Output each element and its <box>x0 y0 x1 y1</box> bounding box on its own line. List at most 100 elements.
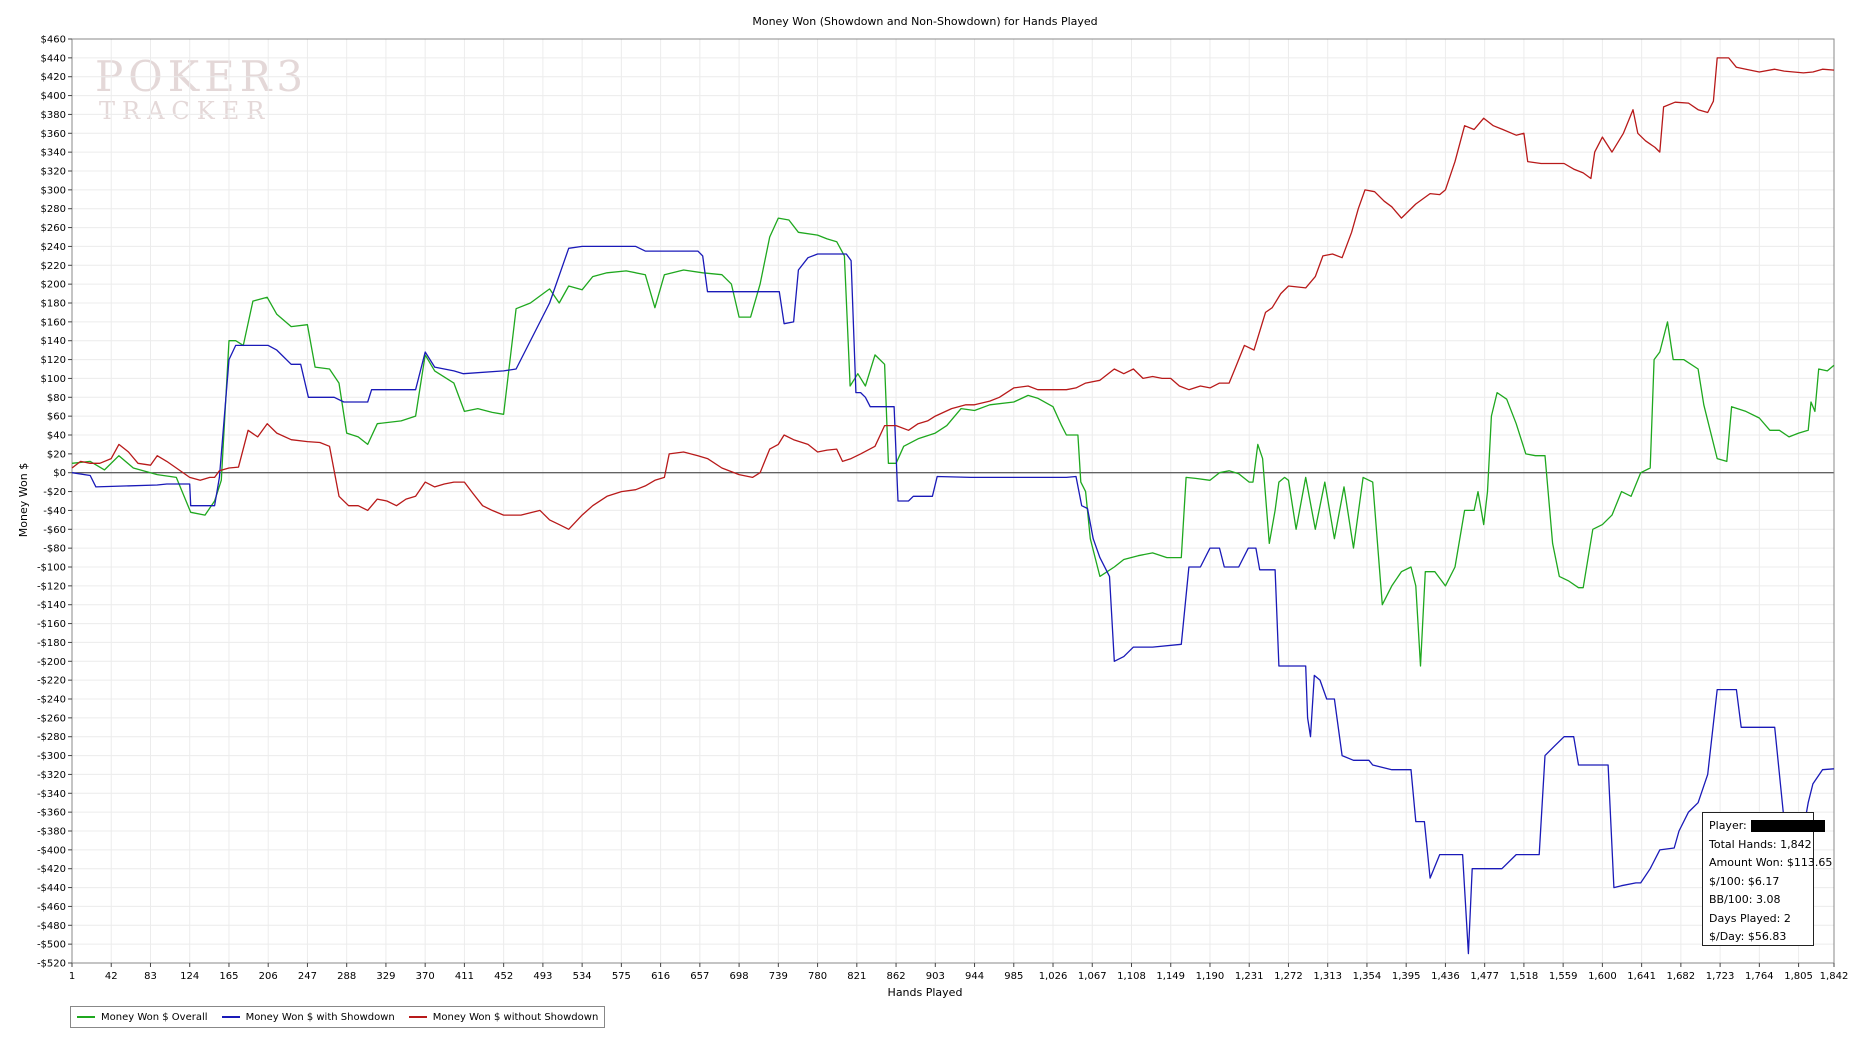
y-tick-label: -$180 <box>37 638 66 649</box>
x-tick-label: 288 <box>337 971 356 982</box>
amount-won: Amount Won: $113.65 <box>1709 856 1833 869</box>
y-tick-label: $120 <box>41 355 66 366</box>
x-tick-label: 1,395 <box>1392 971 1421 982</box>
y-tick-label: $420 <box>41 72 66 83</box>
y-tick-label: -$260 <box>37 713 66 724</box>
y-tick-label: $300 <box>41 185 66 196</box>
y-tick-label: $140 <box>41 336 66 347</box>
x-tick-label: 821 <box>847 971 866 982</box>
x-axis-label: Hands Played <box>888 986 963 999</box>
x-tick-label: 1,805 <box>1784 971 1813 982</box>
total-hands: Total Hands: 1,842 <box>1709 837 1812 851</box>
y-axis-ticks: $460 $440 $420 $400 $380 $360 $340 $320 $300 $280… <box>37 35 72 970</box>
days-played: Days Played: 2 <box>1709 911 1791 925</box>
x-tick-label: 1,190 <box>1196 971 1225 982</box>
y-tick-label: -$440 <box>37 883 66 894</box>
bb-per-100: BB/100: 3.08 <box>1709 893 1781 906</box>
y-tick-label: -$480 <box>37 921 66 932</box>
dollars-per-day: $/Day: $56.83 <box>1709 930 1787 943</box>
player-stats-box: Player: Total Hands: 1,842 Amount Won: $… <box>1702 812 1833 946</box>
x-tick-label: 616 <box>651 971 670 982</box>
x-tick-label: 657 <box>690 971 709 982</box>
x-tick-label: 124 <box>180 971 199 982</box>
y-tick-label: $0 <box>53 468 66 479</box>
series-line-overall <box>71 217 1835 667</box>
y-tick-label: $380 <box>41 110 66 121</box>
y-tick-label: -$340 <box>37 789 66 800</box>
x-tick-label: 1,272 <box>1274 971 1303 982</box>
y-tick-label: -$320 <box>37 770 66 781</box>
x-tick-label: 1,231 <box>1235 971 1264 982</box>
y-axis-label: Money Won $ <box>17 463 30 537</box>
x-tick-label: 493 <box>533 971 552 982</box>
y-tick-label: -$380 <box>37 827 66 838</box>
legend-item-non-showdown: Money Won $ without Showdown <box>408 1011 599 1023</box>
x-tick-label: 370 <box>416 971 435 982</box>
y-tick-label: $460 <box>41 35 66 46</box>
y-tick-label: -$60 <box>43 525 66 536</box>
x-tick-label: 780 <box>808 971 827 982</box>
y-tick-label: $280 <box>41 204 66 215</box>
y-tick-label: -$520 <box>37 959 66 970</box>
y-tick-label: -$460 <box>37 902 66 913</box>
y-tick-label: -$280 <box>37 732 66 743</box>
series-layer <box>71 57 1835 955</box>
series-line-showdown <box>71 245 1835 955</box>
x-tick-label: 1,723 <box>1706 971 1735 982</box>
y-tick-label: -$20 <box>43 487 66 498</box>
y-tick-label: -$140 <box>37 600 66 611</box>
y-tick-label: $60 <box>47 412 66 423</box>
y-tick-label: -$240 <box>37 695 66 706</box>
x-tick-label: 1,641 <box>1627 971 1656 982</box>
y-tick-label: -$420 <box>37 864 66 875</box>
y-tick-label: $260 <box>41 223 66 234</box>
x-tick-label: 698 <box>730 971 749 982</box>
x-tick-label: 1 <box>69 971 75 982</box>
y-tick-label: -$200 <box>37 657 66 668</box>
x-tick-label: 985 <box>1004 971 1023 982</box>
grid-lines <box>71 38 1835 964</box>
x-tick-label: 452 <box>494 971 513 982</box>
y-tick-label: $240 <box>41 242 66 253</box>
x-tick-label: 534 <box>573 971 592 982</box>
x-tick-label: 1,600 <box>1588 971 1617 982</box>
x-tick-label: 739 <box>769 971 788 982</box>
y-tick-label: -$220 <box>37 676 66 687</box>
x-tick-label: 1,313 <box>1313 971 1342 982</box>
x-axis-ticks: 1 42 83 124 165 206 247 288 329 370 411 452 493 534 57… <box>69 963 1849 982</box>
x-tick-label: 862 <box>887 971 906 982</box>
redacted-player-name <box>1750 820 1825 832</box>
x-tick-label: 1,559 <box>1549 971 1578 982</box>
x-tick-label: 575 <box>612 971 631 982</box>
chart-title: Money Won (Showdown and Non-Showdown) fo… <box>752 15 1097 28</box>
y-tick-label: $200 <box>41 280 66 291</box>
y-tick-label: $440 <box>41 53 66 64</box>
x-tick-label: 83 <box>144 971 157 982</box>
y-tick-label: $40 <box>47 431 66 442</box>
x-tick-label: 1,842 <box>1820 971 1849 982</box>
x-tick-label: 206 <box>259 971 278 982</box>
y-tick-label: $220 <box>41 261 66 272</box>
y-tick-label: $360 <box>41 129 66 140</box>
x-tick-label: 903 <box>926 971 945 982</box>
x-tick-label: 1,518 <box>1510 971 1539 982</box>
y-tick-label: -$160 <box>37 619 66 630</box>
player-label: Player: <box>1709 819 1747 832</box>
y-tick-label: $340 <box>41 148 66 159</box>
legend-item-showdown: Money Won $ with Showdown <box>221 1012 395 1023</box>
legend-swatch-showdown <box>221 1016 240 1018</box>
x-tick-label: 1,026 <box>1039 971 1068 982</box>
y-tick-label: $320 <box>41 167 66 178</box>
x-tick-label: 944 <box>965 971 984 982</box>
y-tick-label: -$100 <box>37 563 66 574</box>
legend-label-non-showdown: Money Won $ without Showdown <box>432 1011 599 1023</box>
x-tick-label: 247 <box>298 971 317 982</box>
x-tick-label: 329 <box>376 971 395 982</box>
y-tick-label: -$40 <box>43 506 66 517</box>
y-tick-label: -$400 <box>37 845 66 856</box>
y-tick-label: -$360 <box>37 808 66 819</box>
legend-swatch-non-showdown <box>408 1016 427 1018</box>
series-line-non-showdown <box>71 57 1835 530</box>
x-tick-label: 1,764 <box>1745 971 1774 982</box>
